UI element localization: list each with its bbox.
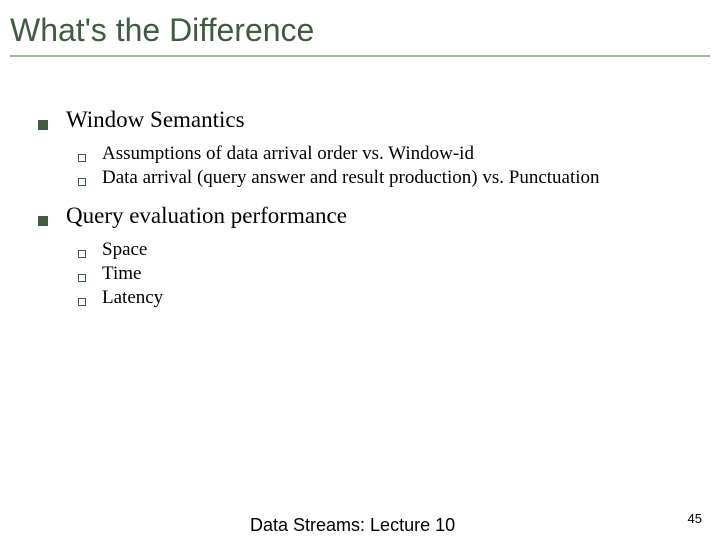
list-row: Window Semantics <box>38 107 694 133</box>
level2-text: Space <box>102 239 147 261</box>
square-bullet-icon <box>38 216 48 226</box>
level2-text: Assumptions of data arrival order vs. Wi… <box>102 143 474 165</box>
hollow-square-bullet-icon <box>78 154 86 162</box>
square-bullet-icon <box>38 120 48 130</box>
page-number: 45 <box>688 511 702 526</box>
list-item: Assumptions of data arrival order vs. Wi… <box>78 143 694 165</box>
content-area: Window Semantics Assumptions of data arr… <box>10 107 710 309</box>
hollow-square-bullet-icon <box>78 298 86 306</box>
level2-text: Data arrival (query answer and result pr… <box>102 167 600 189</box>
list-item: Time <box>78 263 694 285</box>
hollow-square-bullet-icon <box>78 178 86 186</box>
slide: What's the Difference Window Semantics A… <box>0 0 720 540</box>
sublist: Space Time Latency <box>38 239 694 309</box>
page-title: What's the Difference <box>10 12 710 49</box>
sublist: Assumptions of data arrival order vs. Wi… <box>38 143 694 189</box>
title-rule <box>10 55 710 57</box>
list-item: Query evaluation performance Space Time … <box>38 203 694 309</box>
list-item: Data arrival (query answer and result pr… <box>78 167 694 189</box>
list-item: Window Semantics Assumptions of data arr… <box>38 107 694 189</box>
level1-text: Window Semantics <box>66 107 245 133</box>
hollow-square-bullet-icon <box>78 274 86 282</box>
footer-label: Data Streams: Lecture 10 <box>250 515 470 536</box>
level2-text: Latency <box>102 287 163 309</box>
list-item: Space <box>78 239 694 261</box>
hollow-square-bullet-icon <box>78 250 86 258</box>
list-row: Query evaluation performance <box>38 203 694 229</box>
level1-text: Query evaluation performance <box>66 203 347 229</box>
list-item: Latency <box>78 287 694 309</box>
level2-text: Time <box>102 263 141 285</box>
